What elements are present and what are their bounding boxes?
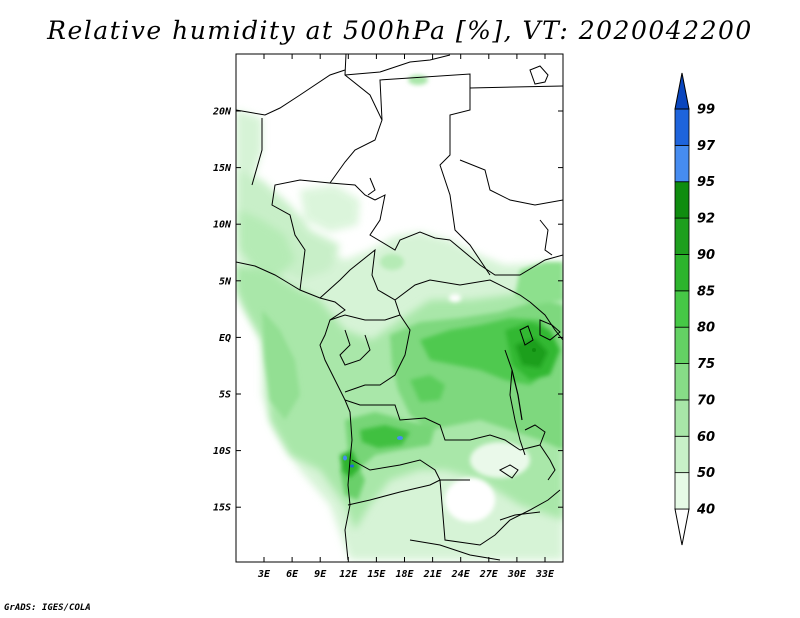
lon-label: 30E (507, 569, 527, 580)
map-frame (235, 53, 564, 563)
high-humidity-spots (343, 348, 536, 468)
lat-label: 10S (213, 446, 231, 457)
colorbar-swatch (674, 363, 690, 401)
colorbar-swatch (674, 435, 690, 474)
colorbar-label: 92 (697, 212, 715, 227)
humidity-field (236, 54, 563, 562)
colorbar-label: 99 (697, 103, 715, 118)
latitude-axis: 20N 15N 10N 5N EQ 5S 10S 15S (212, 107, 563, 514)
map-title: Relative humidity at 500hPa [%], VT: 202… (47, 16, 753, 45)
lon-label: 18E (395, 569, 414, 580)
colorbar-under-triangle (674, 508, 690, 546)
lat-label: EQ (219, 333, 231, 344)
colorbar-label: 80 (697, 321, 715, 336)
lat-label: 10N (213, 220, 232, 231)
colorbar-swatch (674, 144, 690, 183)
colorbar-swatch (674, 399, 690, 437)
colorbar-label: 97 (697, 139, 716, 154)
lon-label: 33E (535, 569, 555, 580)
colorbar: 40 50 60 70 75 80 85 90 92 95 97 99 (674, 72, 716, 546)
colorbar-swatch (674, 326, 690, 364)
colorbar-swatch (674, 472, 690, 510)
lon-label: 27E (479, 569, 499, 580)
credit-text: GrADS: IGES/COLA (4, 603, 91, 613)
lat-label: 5S (219, 390, 231, 401)
lat-label: 15S (213, 503, 231, 514)
colorbar-label: 85 (697, 284, 715, 299)
lon-label: 3E (257, 569, 271, 580)
lat-label: 20N (212, 107, 232, 118)
colorbar-swatch (674, 217, 690, 255)
colorbar-swatch (674, 181, 690, 219)
colorbar-label: 95 (697, 175, 715, 190)
colorbar-label: 40 (696, 503, 715, 518)
lat-label: 15N (213, 163, 232, 174)
longitude-axis: 3E 6E 9E 12E 15E 18E 21E 24E 27E 30E 33E (257, 54, 555, 580)
colorbar-swatch (674, 108, 690, 146)
lat-label: 5N (219, 276, 232, 287)
lon-label: 9E (314, 569, 327, 580)
colorbar-label: 70 (697, 393, 715, 408)
lon-label: 24E (451, 569, 471, 580)
lon-label: 15E (367, 569, 386, 580)
lon-label: 12E (339, 569, 358, 580)
colorbar-swatch (674, 254, 690, 292)
lon-label: 6E (286, 569, 299, 580)
lon-label: 21E (423, 569, 443, 580)
colorbar-label: 60 (697, 430, 715, 445)
colorbar-label: 50 (697, 466, 715, 481)
colorbar-over-triangle (674, 72, 690, 110)
colorbar-swatch (674, 290, 690, 328)
colorbar-label: 75 (697, 357, 715, 372)
colorbar-label: 90 (697, 248, 715, 263)
country-borders (236, 54, 563, 561)
